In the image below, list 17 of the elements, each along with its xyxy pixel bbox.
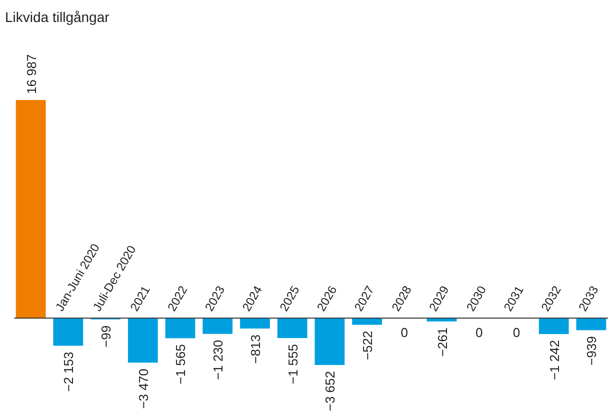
data-label: −3 470 (136, 368, 151, 409)
chart-title: Likvida tillgångar (5, 9, 110, 25)
data-label: −99 (98, 325, 114, 348)
data-label: −261 (434, 327, 450, 357)
data-label: −939 (584, 336, 600, 366)
data-label: −1 555 (285, 344, 300, 384)
data-label: −2 153 (61, 352, 76, 392)
data-label: 0 (512, 325, 520, 340)
data-label: 0 (400, 325, 408, 340)
data-label: 0 (475, 325, 483, 340)
data-label: −3 652 (322, 371, 338, 412)
data-label: −522 (360, 330, 376, 360)
data-label: −813 (248, 334, 263, 364)
data-label: −1 565 (173, 344, 188, 384)
data-label: −1 242 (546, 340, 562, 380)
data-label: −1 230 (210, 340, 226, 380)
data-label: 16 987 (24, 54, 39, 94)
